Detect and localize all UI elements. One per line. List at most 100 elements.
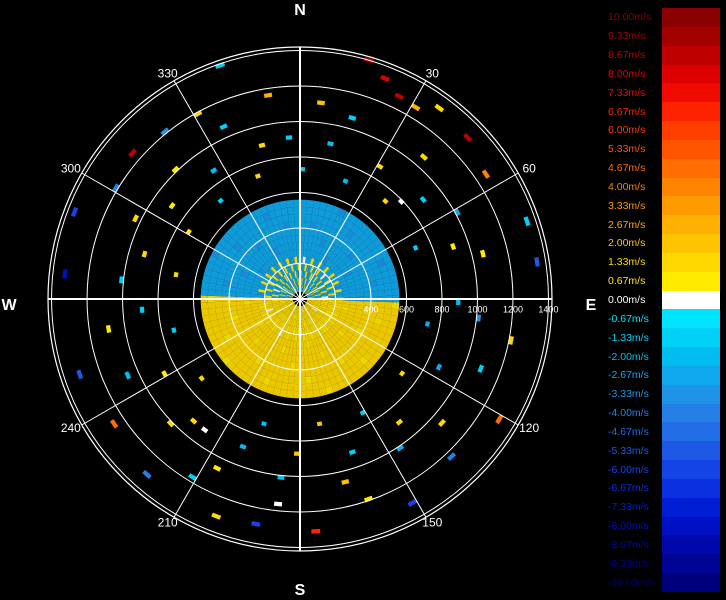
inner-echo-cell [272,264,280,272]
inner-echo-cell [348,373,359,384]
inner-echo-cell [349,346,359,356]
inner-echo-cell [280,289,288,294]
inner-echo-cell [284,346,290,355]
inner-echo-cell [285,282,291,289]
inner-echo-cell [333,322,342,330]
inner-echo-cell [318,327,326,336]
inner-echo-cell [303,304,309,312]
inner-echo-cell [282,214,290,223]
inner-echo-cell [308,317,314,325]
echo-bin [277,475,285,481]
inner-echo-cell [297,313,300,321]
inner-echo-cell [236,287,245,294]
inner-echo-cell [302,341,307,349]
inner-echo-cell [241,346,251,356]
inner-echo-cell [317,380,326,390]
inner-echo-cell [384,289,393,297]
inner-echo-cell [334,214,344,224]
inner-echo-cell [305,302,312,308]
inner-echo-cell [333,350,342,360]
inner-echo-cell [280,345,287,354]
inner-echo-cell [350,255,359,264]
inner-echo-cell [230,281,239,288]
inner-echo-cell [272,304,280,308]
inner-echo-cell [349,300,357,305]
inner-echo-cell [283,368,291,377]
inner-echo-cell [242,323,251,331]
inner-echo-cell [321,232,329,241]
echo-bin [258,142,266,149]
inner-echo-cell [330,314,339,321]
inner-echo-cell [319,273,327,281]
inner-echo-cell [293,383,300,392]
inner-echo-cell [266,270,274,278]
inner-echo-cell [344,317,353,324]
inner-echo-cell [236,351,246,361]
echo-bin [273,501,283,507]
inner-echo-cell [266,339,274,348]
inner-echo-cell [258,342,267,351]
inner-echo-cell [303,312,308,320]
inner-echo-cell [292,319,296,327]
echo-bin [300,166,306,172]
inner-echo-cell [279,301,287,305]
inner-echo-cell [355,250,365,260]
inner-echo-cell [311,274,317,282]
inner-echo-cell [313,277,320,284]
inner-echo-cell [389,274,398,283]
inner-echo-cell [376,284,385,291]
inner-echo-cell [307,354,314,363]
inner-echo-cell [360,277,369,284]
inner-echo-cell [245,358,255,368]
range-tick-label: 400 [363,304,378,314]
inner-echo-cell [349,267,358,275]
inner-echo-cell [309,221,317,230]
inner-echo-cell [307,257,312,265]
inner-echo-cell [325,258,332,267]
azimuth-label: 210 [158,516,178,530]
inner-echo-cell [334,258,343,266]
inner-echo-cell [217,237,228,248]
inner-echo-cell [326,285,334,291]
inner-echo-cell [308,309,314,317]
inner-echo-cell [261,277,270,284]
inner-echo-cell [319,350,326,360]
colorbar-label: -6.00m/s [608,463,649,476]
inner-echo-cell [300,235,305,243]
inner-echo-cell [300,383,307,392]
colorbar-label: -10.00m/s [608,576,655,589]
inner-echo-cell [341,226,351,236]
inner-echo-cell [275,283,283,289]
inner-echo-cell [292,242,297,250]
inner-echo-cell [263,275,271,282]
inner-echo-cell [382,255,393,265]
inner-echo-cell [230,310,239,317]
inner-echo-cell [336,250,345,259]
inner-echo-cell [341,323,350,331]
inner-echo-cell [249,226,259,236]
inner-echo-cell [314,222,322,231]
inner-echo-cell [346,314,355,321]
inner-echo-cell [262,244,270,254]
inner-echo-cell [260,325,269,333]
inner-echo-cell [311,251,317,259]
inner-echo-cell [310,307,317,314]
inner-echo-cell [325,309,333,315]
inner-echo-cell [251,306,259,312]
inner-echo-cell [347,263,356,271]
inner-echo-cell [284,283,291,290]
inner-echo-cell [330,277,339,284]
inner-echo-cell [311,236,318,245]
inner-echo-cell [266,285,274,291]
inner-echo-cell [260,280,269,286]
inner-echo-cell [322,333,330,342]
inner-echo-cell [263,316,271,323]
inner-echo-cell [214,330,224,340]
inner-echo-cell [326,320,334,328]
inner-echo-cell [308,228,315,237]
inner-echo-cell [243,300,251,305]
echo-bin [495,414,504,425]
inner-echo-cell [319,306,327,312]
inner-echo-cell [273,306,281,312]
inner-echo-cell [287,280,293,288]
